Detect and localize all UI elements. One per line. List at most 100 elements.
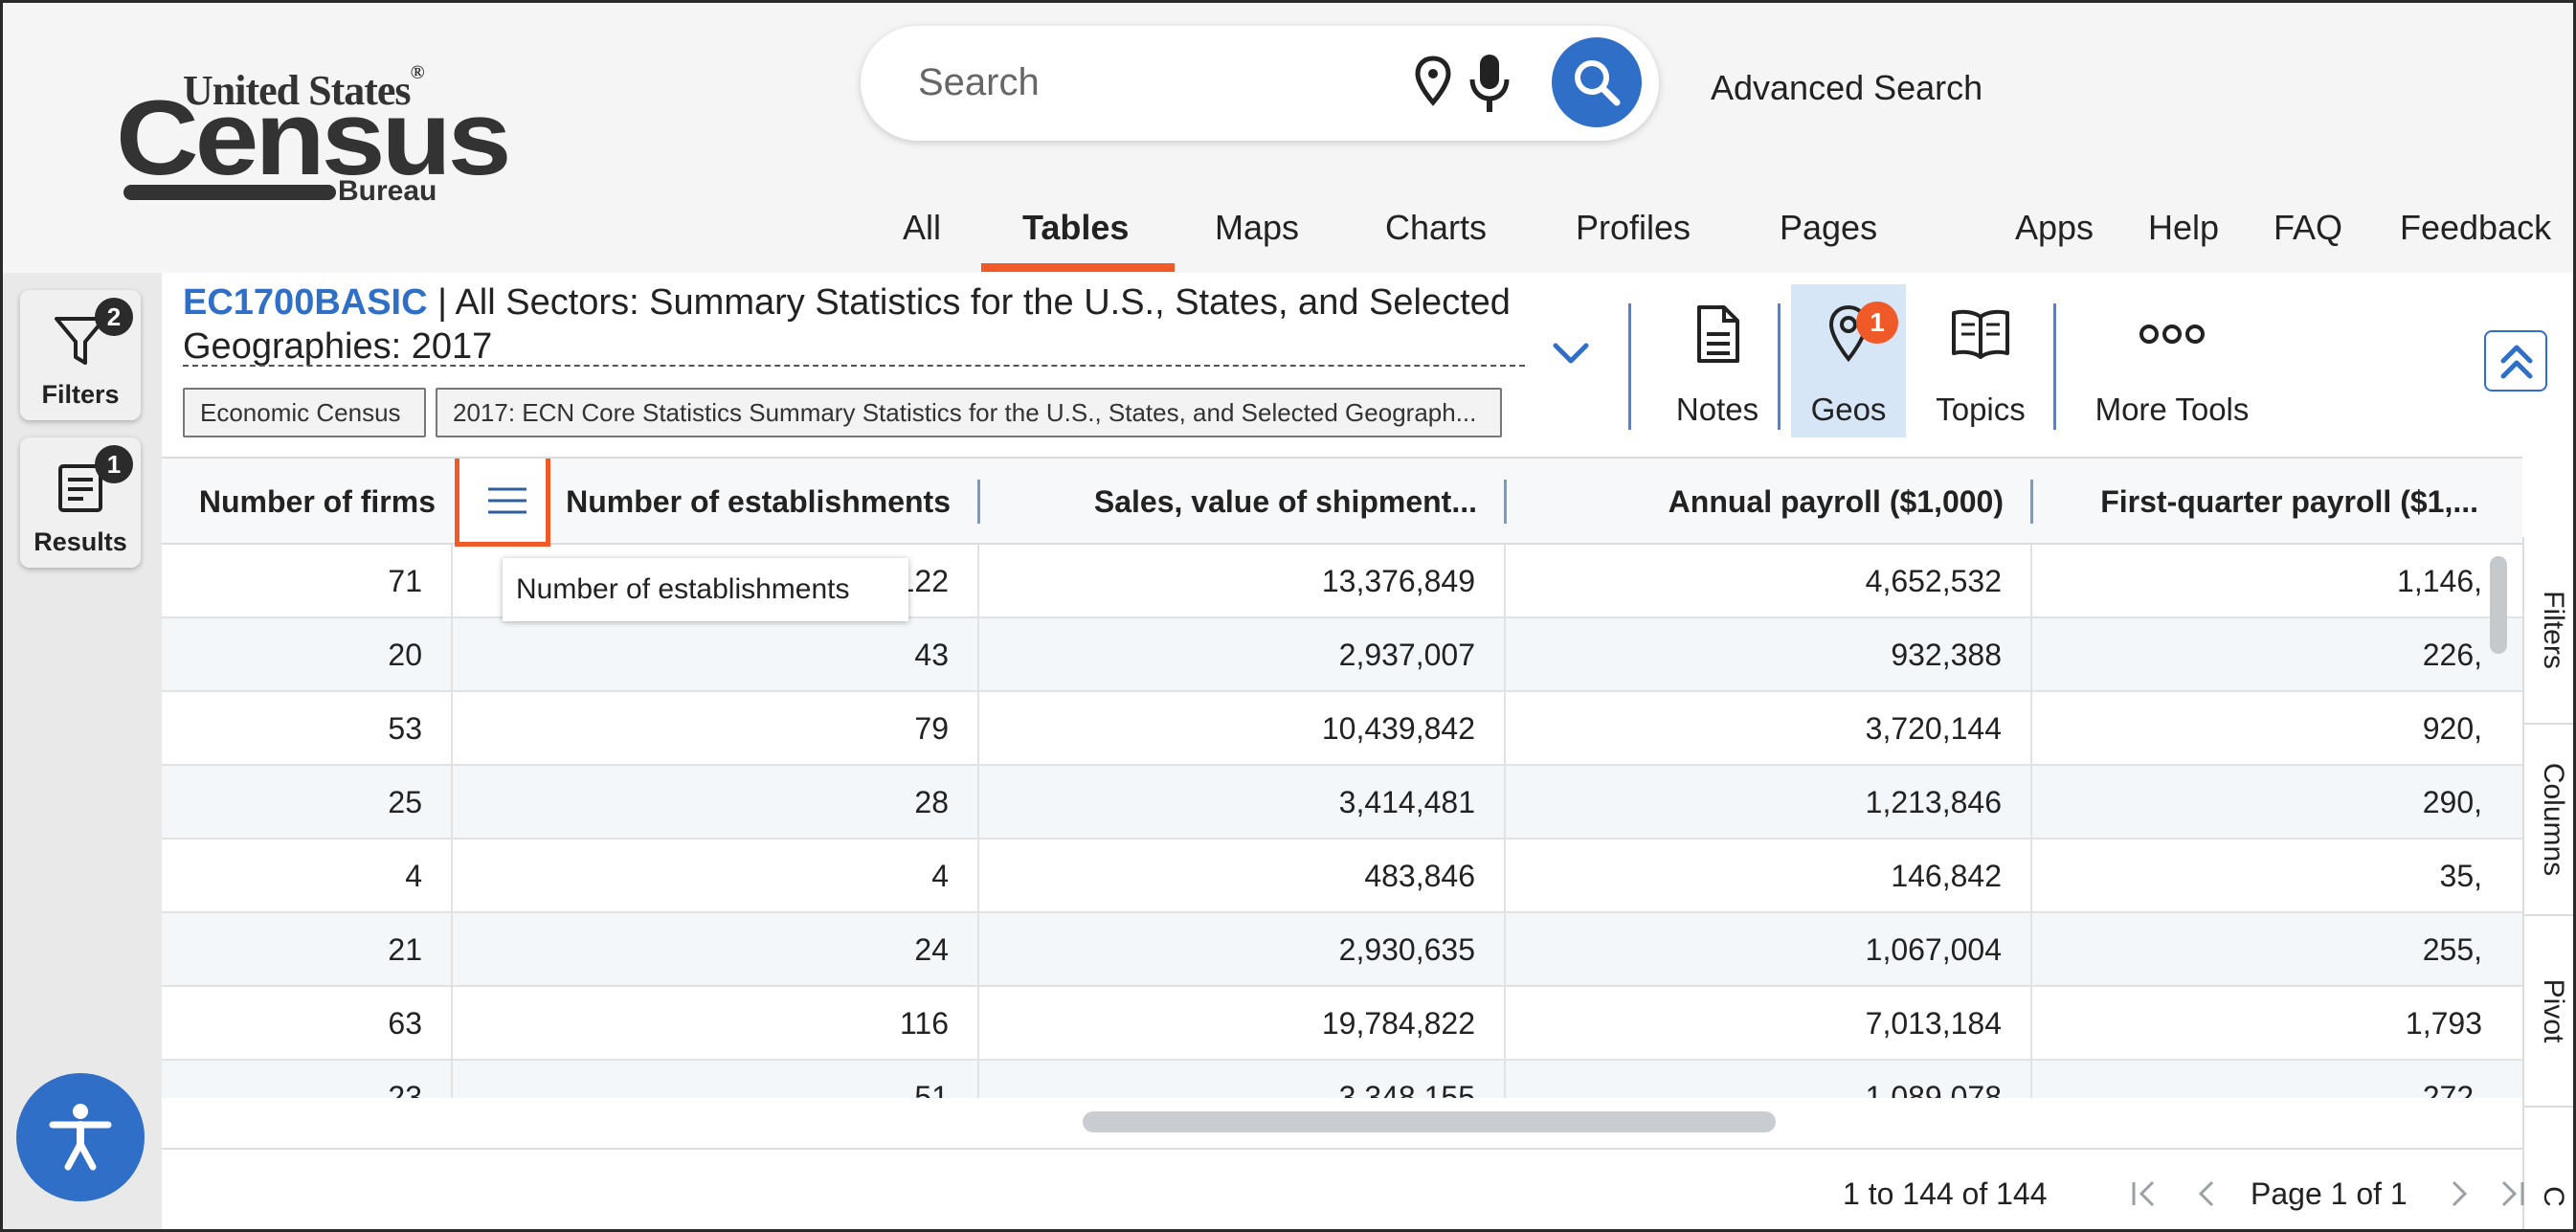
table-cell[interactable]: 19,784,822 xyxy=(1321,1006,1475,1041)
vertical-scrollbar-thumb[interactable] xyxy=(2490,556,2507,654)
search-input[interactable] xyxy=(918,51,1416,114)
nav-link-apps[interactable]: Apps xyxy=(2015,208,2094,247)
results-label: Results xyxy=(34,527,127,556)
table-cell[interactable]: 3,348,155 xyxy=(1338,1080,1475,1098)
table-row[interactable]: 21 24 2,930,635 1,067,004 255, xyxy=(162,913,2522,987)
collapse-header-button[interactable] xyxy=(2484,330,2547,392)
table-row[interactable]: 20 43 2,937,007 932,388 226, xyxy=(162,618,2522,692)
tab-tables[interactable]: Tables xyxy=(1022,208,1130,247)
column-header-annual-payroll[interactable]: Annual payroll ($1,000) xyxy=(1668,484,2004,519)
table-cell[interactable]: 23 xyxy=(388,1080,422,1098)
side-tab-filters[interactable]: Filters xyxy=(2524,537,2573,725)
table-cell[interactable]: 51 xyxy=(914,1080,949,1098)
table-row[interactable]: 53 79 10,439,842 3,720,144 920, xyxy=(162,692,2522,766)
table-cell[interactable]: 79 xyxy=(914,711,949,746)
column-header-establishments[interactable]: Number of establishments xyxy=(566,484,951,519)
table-cell[interactable]: 255, xyxy=(2422,932,2482,967)
table-cell[interactable]: 53 xyxy=(388,711,422,746)
table-title[interactable]: EC1700BASIC | All Sectors: Summary Stati… xyxy=(183,280,1523,369)
filters-button[interactable]: 2 Filters xyxy=(20,290,141,420)
tab-pages[interactable]: Pages xyxy=(1780,208,1878,247)
table-cell[interactable]: 28 xyxy=(914,785,949,819)
table-cell[interactable]: 3,414,481 xyxy=(1338,785,1475,819)
location-pin-icon[interactable] xyxy=(1412,55,1454,112)
table-cell[interactable]: 63 xyxy=(388,1006,422,1041)
chip-program[interactable]: Economic Census xyxy=(183,388,426,437)
first-page-icon[interactable] xyxy=(2130,1178,2159,1209)
column-header-first-quarter-payroll[interactable]: First-quarter payroll ($1,... xyxy=(2100,484,2478,519)
previous-page-icon[interactable] xyxy=(2195,1178,2218,1209)
tab-charts[interactable]: Charts xyxy=(1385,208,1488,247)
chevron-down-icon[interactable] xyxy=(1552,340,1590,367)
side-tab-columns[interactable]: Columns xyxy=(2524,725,2573,916)
nav-link-feedback[interactable]: Feedback xyxy=(2400,208,2552,247)
toolbar-divider xyxy=(2053,303,2056,430)
table-cell[interactable]: 10,439,842 xyxy=(1321,711,1475,746)
book-icon xyxy=(1952,309,2009,359)
table-cell[interactable]: 290, xyxy=(2422,785,2482,819)
accessibility-button[interactable] xyxy=(16,1073,145,1201)
table-cell[interactable]: 71 xyxy=(388,564,422,598)
search-button[interactable] xyxy=(1552,37,1642,127)
table-cell[interactable]: 43 xyxy=(914,638,949,672)
nav-link-faq[interactable]: FAQ xyxy=(2274,208,2343,247)
table-cell[interactable]: 272, xyxy=(2422,1080,2482,1098)
tab-profiles[interactable]: Profiles xyxy=(1576,208,1691,247)
table-cell[interactable]: 25 xyxy=(388,785,422,819)
table-cell[interactable]: 920, xyxy=(2422,711,2482,746)
column-resize-handle[interactable] xyxy=(2030,480,2033,524)
table-cell[interactable]: 1,146, xyxy=(2397,564,2482,598)
side-tab-pivot[interactable]: Pivot xyxy=(2524,916,2573,1108)
table-row[interactable]: 25 28 3,414,481 1,213,846 290, xyxy=(162,766,2522,840)
column-resize-handle[interactable] xyxy=(1504,480,1507,524)
logo-top-text: United States® xyxy=(183,62,425,114)
side-tab-more[interactable]: C xyxy=(2537,1186,2569,1207)
table-cell[interactable]: 4 xyxy=(931,859,949,893)
notes-button[interactable]: Notes xyxy=(1655,284,1780,437)
table-cell[interactable]: 146,842 xyxy=(1891,859,2002,893)
column-header-sales[interactable]: Sales, value of shipment... xyxy=(1093,484,1477,519)
table-row[interactable]: 4 4 483,846 146,842 35, xyxy=(162,840,2522,913)
next-page-icon[interactable] xyxy=(2448,1178,2471,1209)
nav-link-help[interactable]: Help xyxy=(2148,208,2220,247)
last-page-icon[interactable] xyxy=(2498,1178,2526,1209)
table-row[interactable]: 63 116 19,784,822 7,013,184 1,793 xyxy=(162,987,2522,1061)
microphone-icon[interactable] xyxy=(1467,53,1512,114)
table-cell[interactable]: 483,846 xyxy=(1364,859,1475,893)
column-header-firms[interactable]: Number of firms xyxy=(198,484,436,519)
table-cell[interactable]: 3,720,144 xyxy=(1865,711,2002,746)
table-cell[interactable]: 21 xyxy=(388,932,422,967)
topics-button[interactable]: Topics xyxy=(1914,284,2048,437)
tab-maps[interactable]: Maps xyxy=(1215,208,1300,247)
table-cell[interactable]: 1,067,004 xyxy=(1865,932,2002,967)
table-row[interactable]: 23 51 3,348,155 1,089,078 272, xyxy=(162,1061,2522,1098)
tab-all[interactable]: All xyxy=(903,208,942,247)
table-cell[interactable]: 13,376,849 xyxy=(1321,564,1475,598)
more-tools-button[interactable]: More Tools xyxy=(2076,284,2268,437)
table-cell[interactable]: 4,652,532 xyxy=(1865,564,2002,598)
double-chevron-up-icon xyxy=(2500,345,2533,379)
table-cell[interactable]: 7,013,184 xyxy=(1865,1006,2002,1041)
results-button[interactable]: 1 Results xyxy=(20,437,141,568)
table-cell[interactable]: 2,930,635 xyxy=(1338,932,1475,967)
table-cell[interactable]: 20 xyxy=(388,638,422,672)
table-cell[interactable]: 35, xyxy=(2439,859,2482,893)
table-cell[interactable]: 4 xyxy=(405,859,422,893)
advanced-search-link[interactable]: Advanced Search xyxy=(1711,68,1983,107)
table-row[interactable]: 71 122 13,376,849 4,652,532 1,146, xyxy=(162,545,2522,618)
table-cell[interactable]: 226, xyxy=(2422,638,2482,672)
table-cell[interactable]: 116 xyxy=(899,1006,949,1041)
title-divider: | xyxy=(427,282,456,323)
table-cell[interactable]: 1,793 xyxy=(2405,1006,2482,1041)
column-menu-button[interactable] xyxy=(455,459,550,547)
census-logo[interactable]: United States® Census Bureau xyxy=(116,62,511,210)
column-resize-handle[interactable] xyxy=(977,480,980,524)
geos-button[interactable]: 1 Geos xyxy=(1791,284,1906,437)
table-cell[interactable]: 24 xyxy=(914,932,949,967)
table-cell[interactable]: 932,388 xyxy=(1891,638,2002,672)
table-cell[interactable]: 2,937,007 xyxy=(1338,638,1475,672)
chip-dataset[interactable]: 2017: ECN Core Statistics Summary Statis… xyxy=(436,388,1502,437)
table-cell[interactable]: 1,089,078 xyxy=(1865,1080,2002,1098)
horizontal-scrollbar-thumb[interactable] xyxy=(1083,1111,1776,1132)
table-cell[interactable]: 1,213,846 xyxy=(1865,785,2002,819)
